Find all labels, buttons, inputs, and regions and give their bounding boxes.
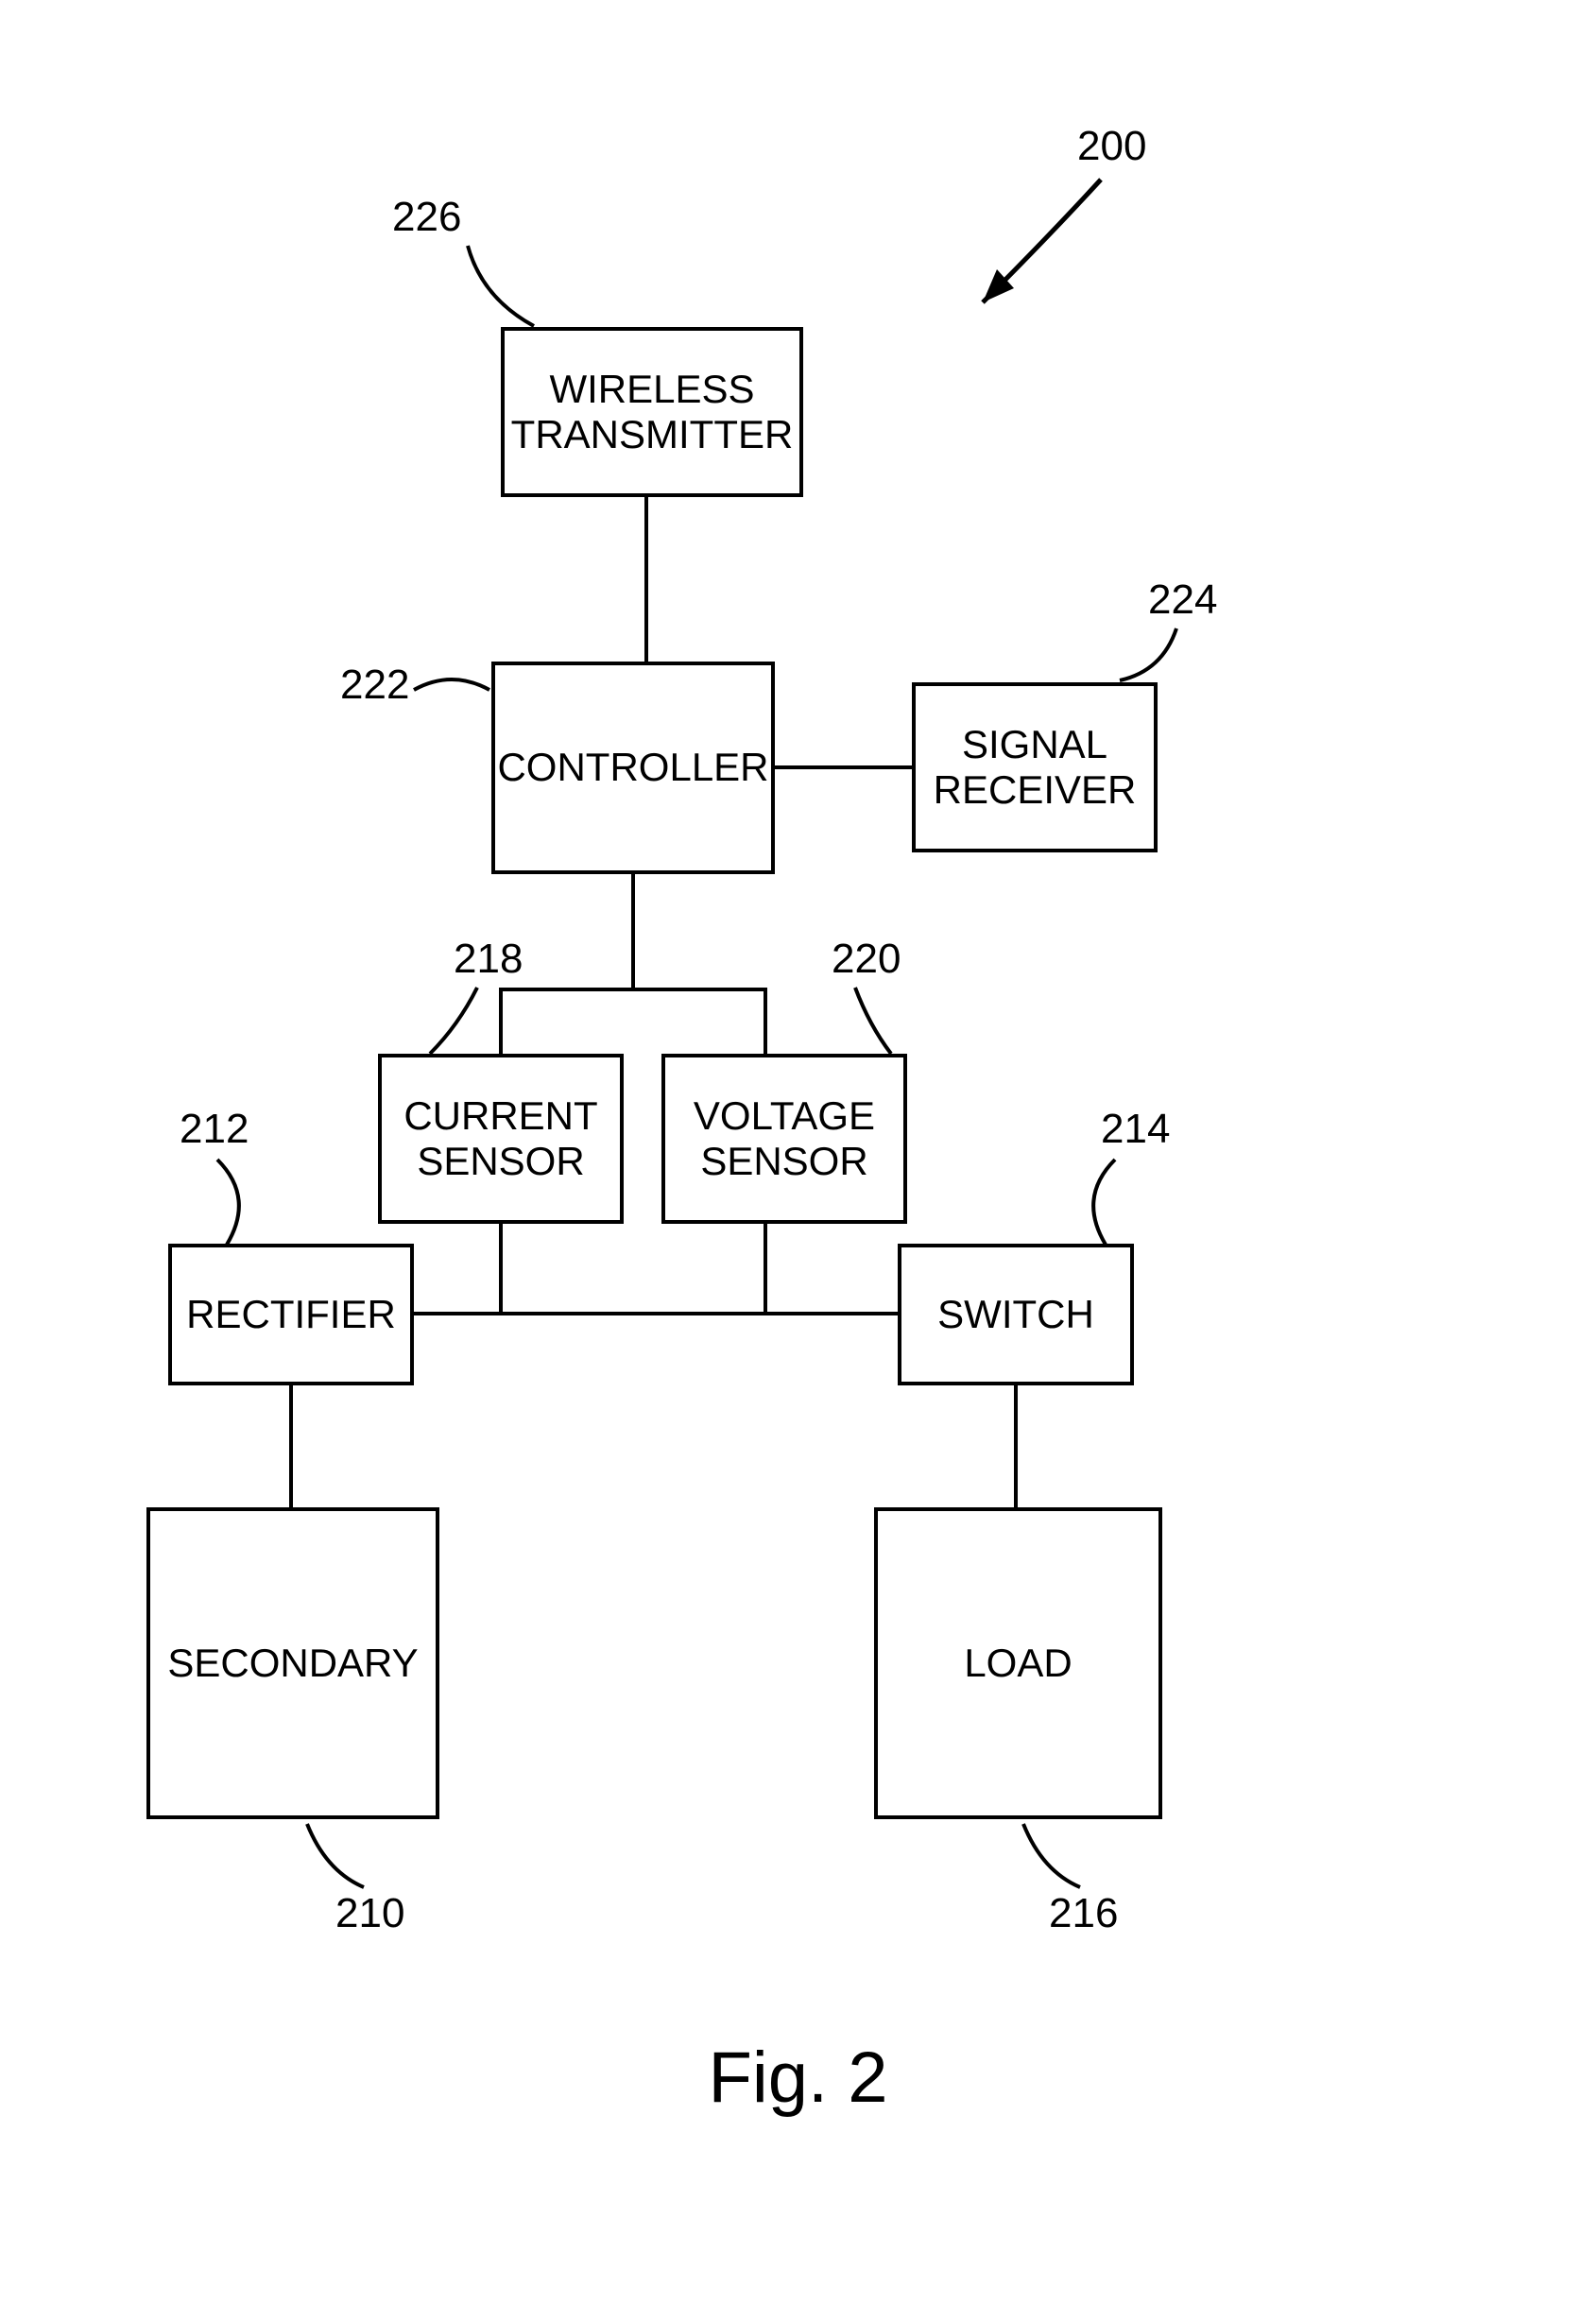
voltage-sensor-label-2: SENSOR — [700, 1139, 867, 1184]
voltage-sensor-box: VOLTAGE SENSOR — [661, 1054, 907, 1224]
connector-controller-signalreceiver — [775, 765, 912, 769]
leader-224 — [1110, 624, 1195, 690]
connector-voltage-to-bus — [764, 1224, 767, 1315]
current-sensor-label-2: SENSOR — [417, 1139, 584, 1184]
ref-226: 226 — [392, 194, 461, 241]
leader-216 — [1019, 1819, 1094, 1895]
leader-214 — [1068, 1155, 1134, 1249]
load-box: LOAD — [874, 1507, 1162, 1819]
leader-210 — [302, 1819, 378, 1895]
leader-212 — [198, 1155, 265, 1249]
ref-216: 216 — [1049, 1890, 1118, 1937]
ref-224: 224 — [1148, 576, 1217, 624]
signal-receiver-label-1: SIGNAL — [962, 722, 1107, 767]
connector-tee-to-voltage — [764, 988, 767, 1054]
current-sensor-box: CURRENT SENSOR — [378, 1054, 624, 1224]
ref-210: 210 — [335, 1890, 404, 1937]
ref-220: 220 — [832, 936, 901, 983]
arrow-200 — [959, 175, 1148, 326]
current-sensor-label-1: CURRENT — [403, 1093, 597, 1139]
ref-212: 212 — [180, 1106, 249, 1153]
ref-222: 222 — [340, 662, 409, 709]
ref-200: 200 — [1077, 123, 1146, 170]
leader-218 — [425, 983, 491, 1058]
connector-current-to-bus — [499, 1224, 503, 1315]
leader-220 — [836, 983, 902, 1058]
secondary-box: SECONDARY — [146, 1507, 439, 1819]
connector-tee-to-current — [499, 988, 503, 1054]
switch-box: SWITCH — [898, 1244, 1134, 1385]
connector-rectifier-switch-bus — [414, 1312, 898, 1315]
figure-caption: Fig. 2 — [0, 2037, 1596, 2119]
switch-label: SWITCH — [937, 1292, 1094, 1337]
rectifier-label: RECTIFIER — [186, 1292, 396, 1337]
voltage-sensor-label-1: VOLTAGE — [694, 1093, 875, 1139]
leader-226 — [463, 241, 576, 335]
wireless-transmitter-label-2: TRANSMITTER — [511, 412, 794, 457]
connector-rectifier-secondary — [289, 1385, 293, 1507]
connector-controller-down — [631, 874, 635, 988]
load-label: LOAD — [964, 1641, 1072, 1686]
ref-218: 218 — [454, 936, 523, 983]
controller-box: CONTROLLER — [491, 662, 775, 874]
secondary-label: SECONDARY — [167, 1641, 418, 1686]
controller-label: CONTROLLER — [497, 745, 768, 790]
signal-receiver-label-2: RECEIVER — [934, 767, 1137, 813]
wireless-transmitter-label-1: WIRELESS — [549, 367, 754, 412]
connector-switch-load — [1014, 1385, 1018, 1507]
ref-214: 214 — [1101, 1106, 1170, 1153]
connector-tee-horizontal — [499, 988, 764, 991]
rectifier-box: RECTIFIER — [168, 1244, 414, 1385]
signal-receiver-box: SIGNAL RECEIVER — [912, 682, 1158, 852]
leader-222 — [414, 679, 499, 716]
connector-transmitter-controller — [644, 497, 648, 662]
wireless-transmitter-box: WIRELESS TRANSMITTER — [501, 327, 803, 497]
